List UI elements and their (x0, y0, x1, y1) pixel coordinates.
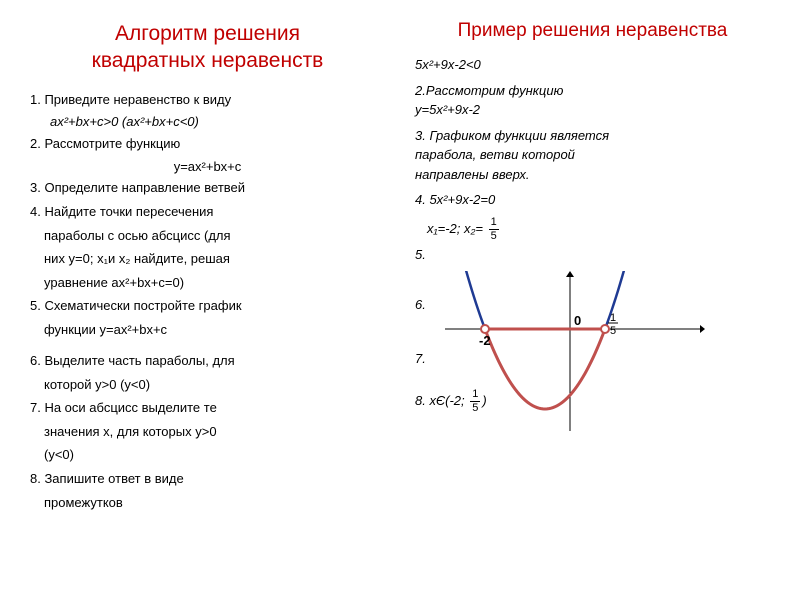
svg-text:1: 1 (610, 312, 616, 324)
frac-num: 1 (489, 217, 499, 230)
ex-4: 4. 5х²+9х-2=0 (415, 191, 770, 209)
ex-3c: направлены вверх. (415, 166, 770, 184)
step-4c: них у=0; х₁и х₂ найдите, решая (30, 250, 385, 268)
ex-5b: 5. (415, 246, 770, 264)
svg-text:-2: -2 (479, 333, 491, 348)
ex-7: 7. (415, 351, 426, 366)
step-8b: промежутков (30, 494, 385, 512)
ex-8b: ) (482, 393, 486, 408)
ex-8-frac: 1 5 (470, 389, 480, 414)
ex-8a: 8. хЄ(-2; (415, 393, 465, 408)
step-7b: значения х, для которых у>0 (30, 423, 385, 441)
step-1: 1. Приведите неравенство к виду (30, 91, 385, 109)
ex-1: 5х²+9х-2<0 (415, 56, 770, 74)
frac-1-5: 1 5 (489, 217, 499, 242)
step-1-formula: aх²+bх+c>0 (aх²+bх+c<0) (30, 114, 385, 131)
frac-den: 5 (489, 230, 499, 242)
step-5a: 5. Схематически постройте график (30, 297, 385, 315)
svg-text:0: 0 (574, 313, 581, 328)
ex-2b: у=5х²+9х-2 (415, 101, 770, 119)
ex-3a: 3. Графиком функции является (415, 127, 770, 145)
step-8a: 8. Запишите ответ в виде (30, 470, 385, 488)
step-2: 2. Рассмотрите функцию (30, 135, 385, 153)
ex-6: 6. (415, 297, 426, 312)
step-2-formula: у=aх²+bх+c (30, 159, 385, 176)
ex-8-num: 1 (470, 389, 480, 402)
step-4a: 4. Найдите точки пересечения (30, 203, 385, 221)
example-title: Пример решения неравенства (415, 20, 770, 42)
step-5b: функции у=aх²+bх+c (30, 321, 385, 339)
ex-8-den: 5 (470, 402, 480, 414)
algorithm-title: Алгоритм решения квадратных неравенств (30, 20, 385, 75)
step-3: 3. Определите направление ветвей (30, 179, 385, 197)
title-line2: квадратных неравенств (92, 49, 324, 72)
parabola-chart: 6. 7. 8. хЄ(-2; 1 5 ) -2015 (445, 271, 770, 431)
step-7a: 7. На оси абсцисс выделите те (30, 399, 385, 417)
ex-5-roots: х₁=-2; х₂= 1 5 (415, 217, 770, 242)
ex-3b: парабола, ветви которой (415, 146, 770, 164)
step-6a: 6. Выделите часть параболы, для (30, 352, 385, 370)
ex-5a: х₁=-2; х₂= (427, 221, 483, 236)
title-line1: Алгоритм решения (115, 22, 300, 45)
step-6b: которой у>0 (у<0) (30, 376, 385, 394)
step-4d: уравнение aх²+bх+c=0) (30, 274, 385, 292)
step-7c: (у<0) (30, 446, 385, 464)
step-4b: параболы с осью абсцисс (для (30, 227, 385, 245)
ex-2a: 2.Рассмотрим функцию (415, 82, 770, 100)
ex-8: 8. хЄ(-2; 1 5 ) (415, 389, 487, 414)
svg-text:5: 5 (610, 325, 616, 337)
